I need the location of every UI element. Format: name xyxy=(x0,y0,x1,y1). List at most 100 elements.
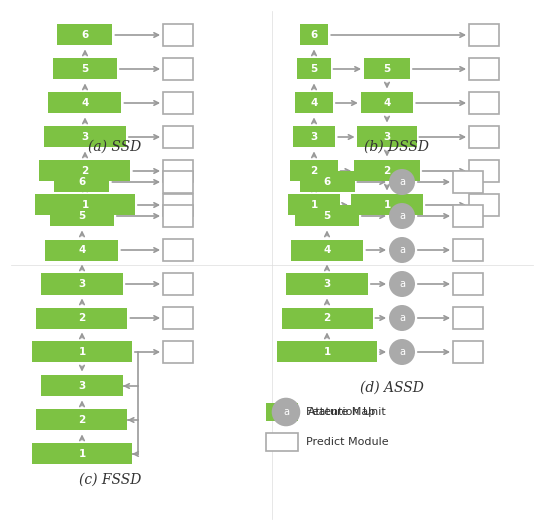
Text: 2: 2 xyxy=(323,313,331,323)
FancyBboxPatch shape xyxy=(453,205,483,227)
FancyBboxPatch shape xyxy=(266,403,298,421)
FancyBboxPatch shape xyxy=(35,195,135,216)
FancyBboxPatch shape xyxy=(288,195,340,216)
FancyBboxPatch shape xyxy=(295,206,359,226)
FancyBboxPatch shape xyxy=(453,307,483,329)
FancyBboxPatch shape xyxy=(266,433,298,451)
FancyBboxPatch shape xyxy=(54,172,109,192)
Text: (d) ASSD: (d) ASSD xyxy=(360,381,424,394)
Text: 6: 6 xyxy=(78,177,85,187)
FancyBboxPatch shape xyxy=(163,92,193,114)
Circle shape xyxy=(389,169,415,195)
Text: a: a xyxy=(399,313,405,323)
FancyBboxPatch shape xyxy=(298,58,331,80)
Text: 4: 4 xyxy=(78,245,86,255)
FancyBboxPatch shape xyxy=(44,127,126,147)
Text: (c) FSSD: (c) FSSD xyxy=(79,473,141,487)
Text: 4: 4 xyxy=(310,98,318,108)
FancyBboxPatch shape xyxy=(36,410,127,430)
FancyBboxPatch shape xyxy=(50,206,114,226)
FancyBboxPatch shape xyxy=(163,160,193,182)
FancyBboxPatch shape xyxy=(469,160,499,182)
FancyBboxPatch shape xyxy=(469,58,499,80)
Circle shape xyxy=(389,339,415,365)
Text: 1: 1 xyxy=(78,449,85,459)
FancyBboxPatch shape xyxy=(48,93,121,113)
Text: 6: 6 xyxy=(82,30,89,40)
Text: 1: 1 xyxy=(311,200,318,210)
FancyBboxPatch shape xyxy=(469,126,499,148)
Text: 1: 1 xyxy=(384,200,391,210)
FancyBboxPatch shape xyxy=(36,307,127,329)
Text: 3: 3 xyxy=(82,132,89,142)
Text: 5: 5 xyxy=(384,64,391,74)
Text: 2: 2 xyxy=(82,166,89,176)
Text: 5: 5 xyxy=(82,64,89,74)
Text: a: a xyxy=(399,245,405,255)
FancyBboxPatch shape xyxy=(163,194,193,216)
Text: 2: 2 xyxy=(311,166,318,176)
Text: Predict Module: Predict Module xyxy=(306,437,388,447)
Text: 6: 6 xyxy=(323,177,331,187)
FancyBboxPatch shape xyxy=(469,92,499,114)
FancyBboxPatch shape xyxy=(163,24,193,46)
FancyBboxPatch shape xyxy=(354,161,420,181)
FancyBboxPatch shape xyxy=(300,24,328,46)
FancyBboxPatch shape xyxy=(163,239,193,261)
FancyBboxPatch shape xyxy=(163,307,193,329)
Text: a: a xyxy=(283,407,289,417)
Text: 1: 1 xyxy=(323,347,331,357)
FancyBboxPatch shape xyxy=(286,273,368,295)
Text: 2: 2 xyxy=(384,166,391,176)
Text: 2: 2 xyxy=(78,415,85,425)
FancyBboxPatch shape xyxy=(163,171,193,193)
Text: (a) SSD: (a) SSD xyxy=(88,140,141,154)
FancyBboxPatch shape xyxy=(163,126,193,148)
FancyBboxPatch shape xyxy=(453,341,483,363)
Text: a: a xyxy=(399,347,405,357)
Text: 5: 5 xyxy=(323,211,331,221)
FancyBboxPatch shape xyxy=(293,127,335,147)
FancyBboxPatch shape xyxy=(357,127,417,147)
FancyBboxPatch shape xyxy=(290,240,363,261)
Text: 4: 4 xyxy=(323,245,331,255)
Text: 1: 1 xyxy=(78,347,85,357)
Text: 2: 2 xyxy=(78,313,85,323)
FancyBboxPatch shape xyxy=(300,172,355,192)
FancyBboxPatch shape xyxy=(163,58,193,80)
Text: (b) DSSD: (b) DSSD xyxy=(364,140,430,154)
FancyBboxPatch shape xyxy=(163,341,193,363)
FancyBboxPatch shape xyxy=(163,205,193,227)
Text: Feature Map: Feature Map xyxy=(306,407,375,417)
FancyBboxPatch shape xyxy=(281,307,373,329)
FancyBboxPatch shape xyxy=(361,93,413,113)
FancyBboxPatch shape xyxy=(277,341,377,363)
Text: a: a xyxy=(399,279,405,289)
Text: a: a xyxy=(399,177,405,187)
FancyBboxPatch shape xyxy=(295,93,333,113)
FancyBboxPatch shape xyxy=(290,161,338,181)
Text: 3: 3 xyxy=(323,279,331,289)
FancyBboxPatch shape xyxy=(163,273,193,295)
FancyBboxPatch shape xyxy=(364,58,410,80)
FancyBboxPatch shape xyxy=(469,194,499,216)
Text: 3: 3 xyxy=(384,132,391,142)
Circle shape xyxy=(389,203,415,229)
FancyBboxPatch shape xyxy=(453,239,483,261)
Text: 6: 6 xyxy=(311,30,318,40)
Circle shape xyxy=(389,305,415,331)
FancyBboxPatch shape xyxy=(41,375,123,396)
FancyBboxPatch shape xyxy=(53,58,117,80)
FancyBboxPatch shape xyxy=(453,171,483,193)
FancyBboxPatch shape xyxy=(40,161,131,181)
FancyBboxPatch shape xyxy=(32,444,132,464)
FancyBboxPatch shape xyxy=(46,240,119,261)
Text: 4: 4 xyxy=(81,98,89,108)
Text: Attention Unit: Attention Unit xyxy=(308,407,386,417)
FancyBboxPatch shape xyxy=(351,195,423,216)
FancyBboxPatch shape xyxy=(58,24,113,46)
FancyBboxPatch shape xyxy=(32,341,132,363)
Text: 3: 3 xyxy=(78,381,85,391)
Text: 4: 4 xyxy=(384,98,391,108)
FancyBboxPatch shape xyxy=(469,24,499,46)
